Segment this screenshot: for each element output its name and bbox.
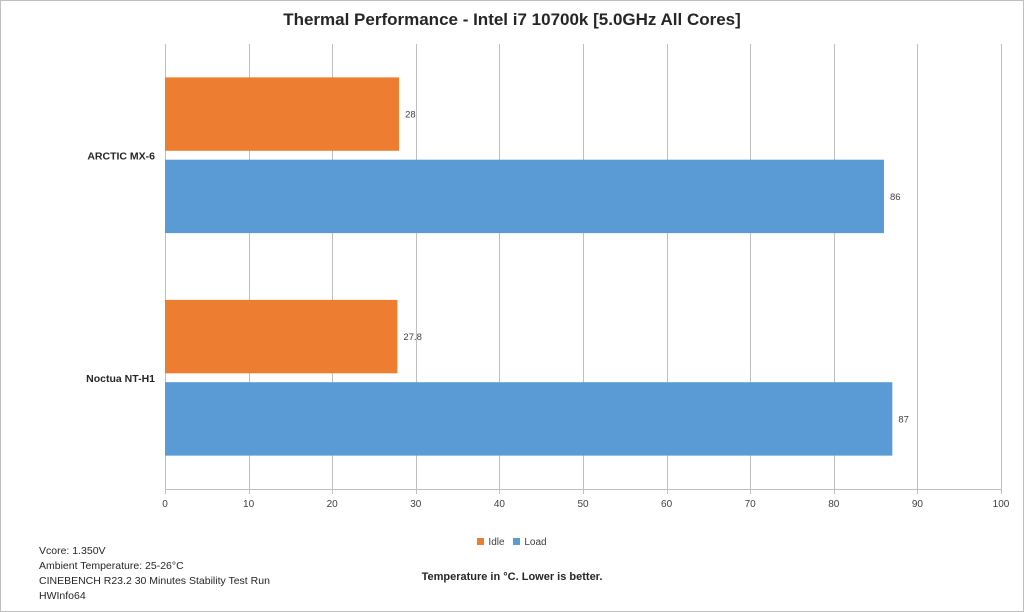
legend-swatch-load: [513, 538, 521, 545]
note-line: Vcore: 1.350V: [39, 545, 106, 557]
x-tick-label: 60: [661, 499, 673, 510]
category-label: Noctua NT-H1: [86, 373, 155, 385]
legend-item-idle: Idle: [477, 537, 505, 548]
category-label: ARCTIC MX-6: [87, 150, 155, 162]
data-label: 28: [405, 110, 416, 121]
note-line: CINEBENCH R23.2 30 Minutes Stability Tes…: [39, 575, 270, 587]
category-labels: ARCTIC MX-6 Noctua NT-H1: [86, 150, 155, 385]
x-tick-label: 30: [410, 499, 422, 510]
legend-label-load: Load: [524, 537, 547, 548]
x-tick-label: 20: [327, 499, 339, 510]
note-line: Ambient Temperature: 25-26°C: [39, 560, 184, 572]
legend-swatch-idle: [477, 538, 485, 545]
bar-idle-1: [165, 77, 400, 151]
data-label: 27.8: [403, 332, 422, 343]
x-tick-label: 80: [828, 499, 840, 510]
legend: Idle Load: [0, 537, 1024, 548]
bar-load-1: [165, 159, 884, 234]
x-tick-label: 70: [745, 499, 757, 510]
x-tick-label: 50: [577, 499, 589, 510]
bar-idle-2: [165, 299, 398, 374]
x-tick-label: 10: [243, 499, 255, 510]
legend-label-idle: Idle: [488, 537, 505, 548]
bars: [165, 77, 893, 456]
test-notes: Vcore: 1.350V Ambient Temperature: 25-26…: [39, 544, 270, 604]
chart-title: Thermal Performance - Intel i7 10700k [5…: [283, 10, 741, 29]
x-tick-label: 40: [494, 499, 506, 510]
tick-labels: 0 10 20 30 40 50 60 70 80 90 100: [162, 499, 1010, 510]
x-tick-label: 90: [912, 499, 924, 510]
data-labels: 28 86 27.8 87: [403, 110, 908, 426]
x-tick-label: 100: [993, 499, 1010, 510]
bar-load-2: [165, 382, 893, 456]
data-label: 86: [890, 192, 901, 203]
x-axis-label: Temperature in °C. Lower is better.: [421, 571, 603, 583]
x-tick-label: 0: [162, 499, 168, 510]
legend-item-load: Load: [513, 537, 547, 548]
data-label: 87: [898, 414, 909, 425]
note-line: HWInfo64: [39, 590, 86, 602]
